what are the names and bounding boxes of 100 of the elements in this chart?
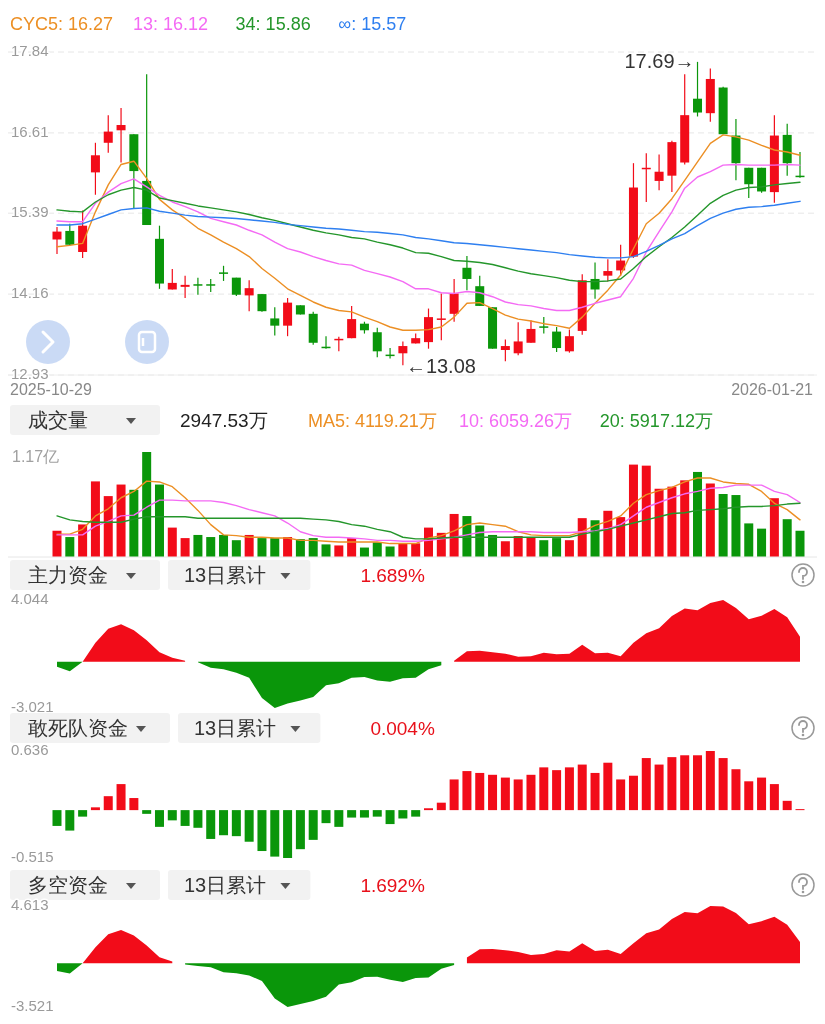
annotation: 17.69→ (624, 49, 695, 72)
y-tick-label: -0.515 (11, 847, 54, 865)
bar (90, 481, 100, 557)
bar (180, 538, 190, 557)
bar (769, 784, 779, 811)
bar (500, 777, 510, 811)
bar (782, 800, 792, 811)
y-tick-label: 12.93 (11, 364, 49, 382)
text: 10: 6059.26万 (458, 411, 573, 431)
y-tick-label: -3.021 (11, 697, 54, 715)
y-tick-label: 16.61 (11, 122, 49, 140)
bar (193, 810, 203, 828)
bar (167, 527, 177, 557)
bar (539, 767, 549, 811)
bar (257, 810, 267, 852)
candlestick (564, 329, 574, 354)
bar (411, 810, 421, 817)
bar (154, 810, 164, 827)
bar (308, 810, 318, 840)
bar (347, 810, 357, 818)
bar (552, 538, 562, 557)
bar (270, 810, 280, 857)
bar (616, 779, 626, 811)
bar (718, 758, 728, 811)
bar (334, 545, 344, 557)
bar (680, 755, 690, 811)
bar (641, 465, 651, 557)
bar (219, 534, 229, 557)
bar (193, 534, 203, 557)
bar (372, 810, 382, 817)
text: 2947.53万 (180, 410, 268, 431)
bar (334, 810, 344, 827)
bar (680, 480, 690, 557)
candlestick (270, 306, 280, 337)
bar (500, 541, 510, 557)
y-tick-label: 14.16 (11, 284, 49, 302)
bar (167, 810, 177, 821)
bar (513, 536, 523, 557)
bar (705, 483, 715, 557)
candlestick (654, 154, 664, 191)
bar (744, 781, 754, 811)
candlestick (283, 297, 293, 337)
bar (359, 810, 369, 818)
text: 20: 5917.12万 (599, 411, 713, 431)
candlestick (103, 114, 113, 154)
bar (308, 538, 318, 557)
line-series (56, 134, 801, 331)
bar (654, 488, 664, 557)
bar (180, 810, 190, 826)
annotation: ←13.08 (405, 355, 476, 378)
candlestick (693, 61, 703, 118)
bar (449, 779, 459, 811)
text: 13: 16.12 (132, 14, 208, 34)
y-tick-label: 4.613 (11, 895, 49, 913)
text: 2026-01-21 (731, 381, 814, 398)
bar (142, 452, 152, 557)
candlestick (180, 275, 190, 299)
bar (231, 540, 241, 557)
bar (103, 796, 113, 811)
bar (154, 484, 164, 557)
chart-subtitle: 13日累计 (184, 564, 267, 586)
bar (513, 779, 523, 811)
y-tick-label: 4.044 (11, 589, 49, 607)
bar (526, 537, 536, 557)
bar (731, 769, 741, 811)
y-tick-label: 0.636 (11, 740, 49, 758)
bar (219, 810, 229, 836)
bar (590, 772, 600, 811)
bar (283, 810, 293, 858)
candlestick (244, 279, 254, 312)
candlestick (449, 278, 459, 323)
bar (206, 537, 216, 557)
text: 34: 15.86 (235, 14, 311, 34)
bar (693, 755, 703, 811)
bar (257, 538, 267, 557)
bar (65, 810, 75, 831)
bar (231, 810, 241, 837)
text: MA5: 4119.21万 (308, 411, 437, 431)
text: ∞: 15.57 (338, 14, 407, 34)
bar (206, 810, 216, 839)
bar (564, 767, 574, 811)
bar (564, 540, 574, 557)
bar (667, 486, 677, 557)
candlestick (347, 305, 357, 339)
candlestick (116, 107, 126, 164)
candlestick (552, 326, 562, 353)
bar (769, 498, 779, 557)
bar (295, 810, 305, 850)
candlestick (193, 277, 203, 296)
text: 2025-10-29 (10, 381, 92, 398)
chart-title: 成交量 (28, 409, 88, 431)
bar (321, 544, 331, 557)
candlestick (462, 255, 472, 291)
bar (129, 798, 139, 811)
bar (116, 484, 126, 557)
chart-subtitle: 13日累计 (184, 874, 267, 896)
bar (667, 757, 677, 811)
candlestick (398, 340, 408, 366)
y-tick-label: -3.521 (11, 996, 54, 1014)
chart-subtitle: 13日累计 (194, 717, 277, 739)
